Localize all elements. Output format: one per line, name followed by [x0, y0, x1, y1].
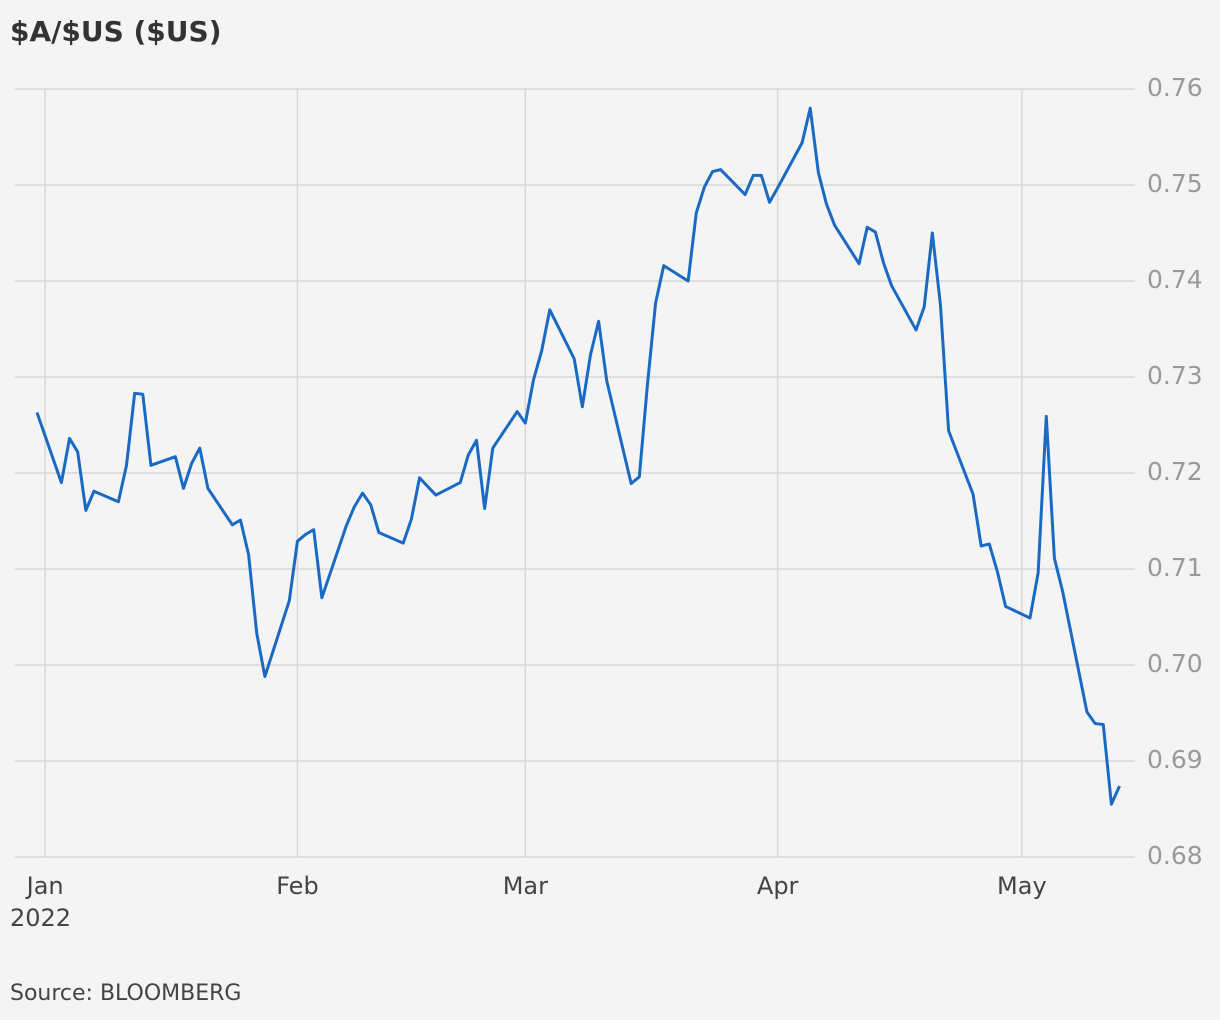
x-year-label: 2022 [10, 904, 71, 932]
y-tick-label: 0.74 [1147, 265, 1203, 294]
y-tick-label: 0.68 [1147, 841, 1203, 870]
y-tick-label: 0.70 [1147, 649, 1203, 678]
source: Source: BLOOMBERG [10, 981, 241, 1006]
y-tick-label: 0.71 [1147, 553, 1203, 582]
x-tick-label: Feb [276, 872, 319, 900]
line [35, 106, 1121, 806]
x-tick-label: Apr [757, 872, 799, 900]
y-tick-label: 0.69 [1147, 745, 1203, 774]
y-tick-label: 0.76 [1147, 73, 1203, 102]
x-tick-label: Mar [503, 872, 548, 900]
chart-title: $A/$US ($US) [10, 15, 222, 48]
x-tick-label: Jan [25, 872, 64, 900]
y-tick-label: 0.75 [1147, 169, 1203, 198]
y-tick-label: 0.73 [1147, 361, 1203, 390]
y-tick-label: 0.72 [1147, 457, 1203, 486]
x-tick-label: May [997, 872, 1047, 900]
